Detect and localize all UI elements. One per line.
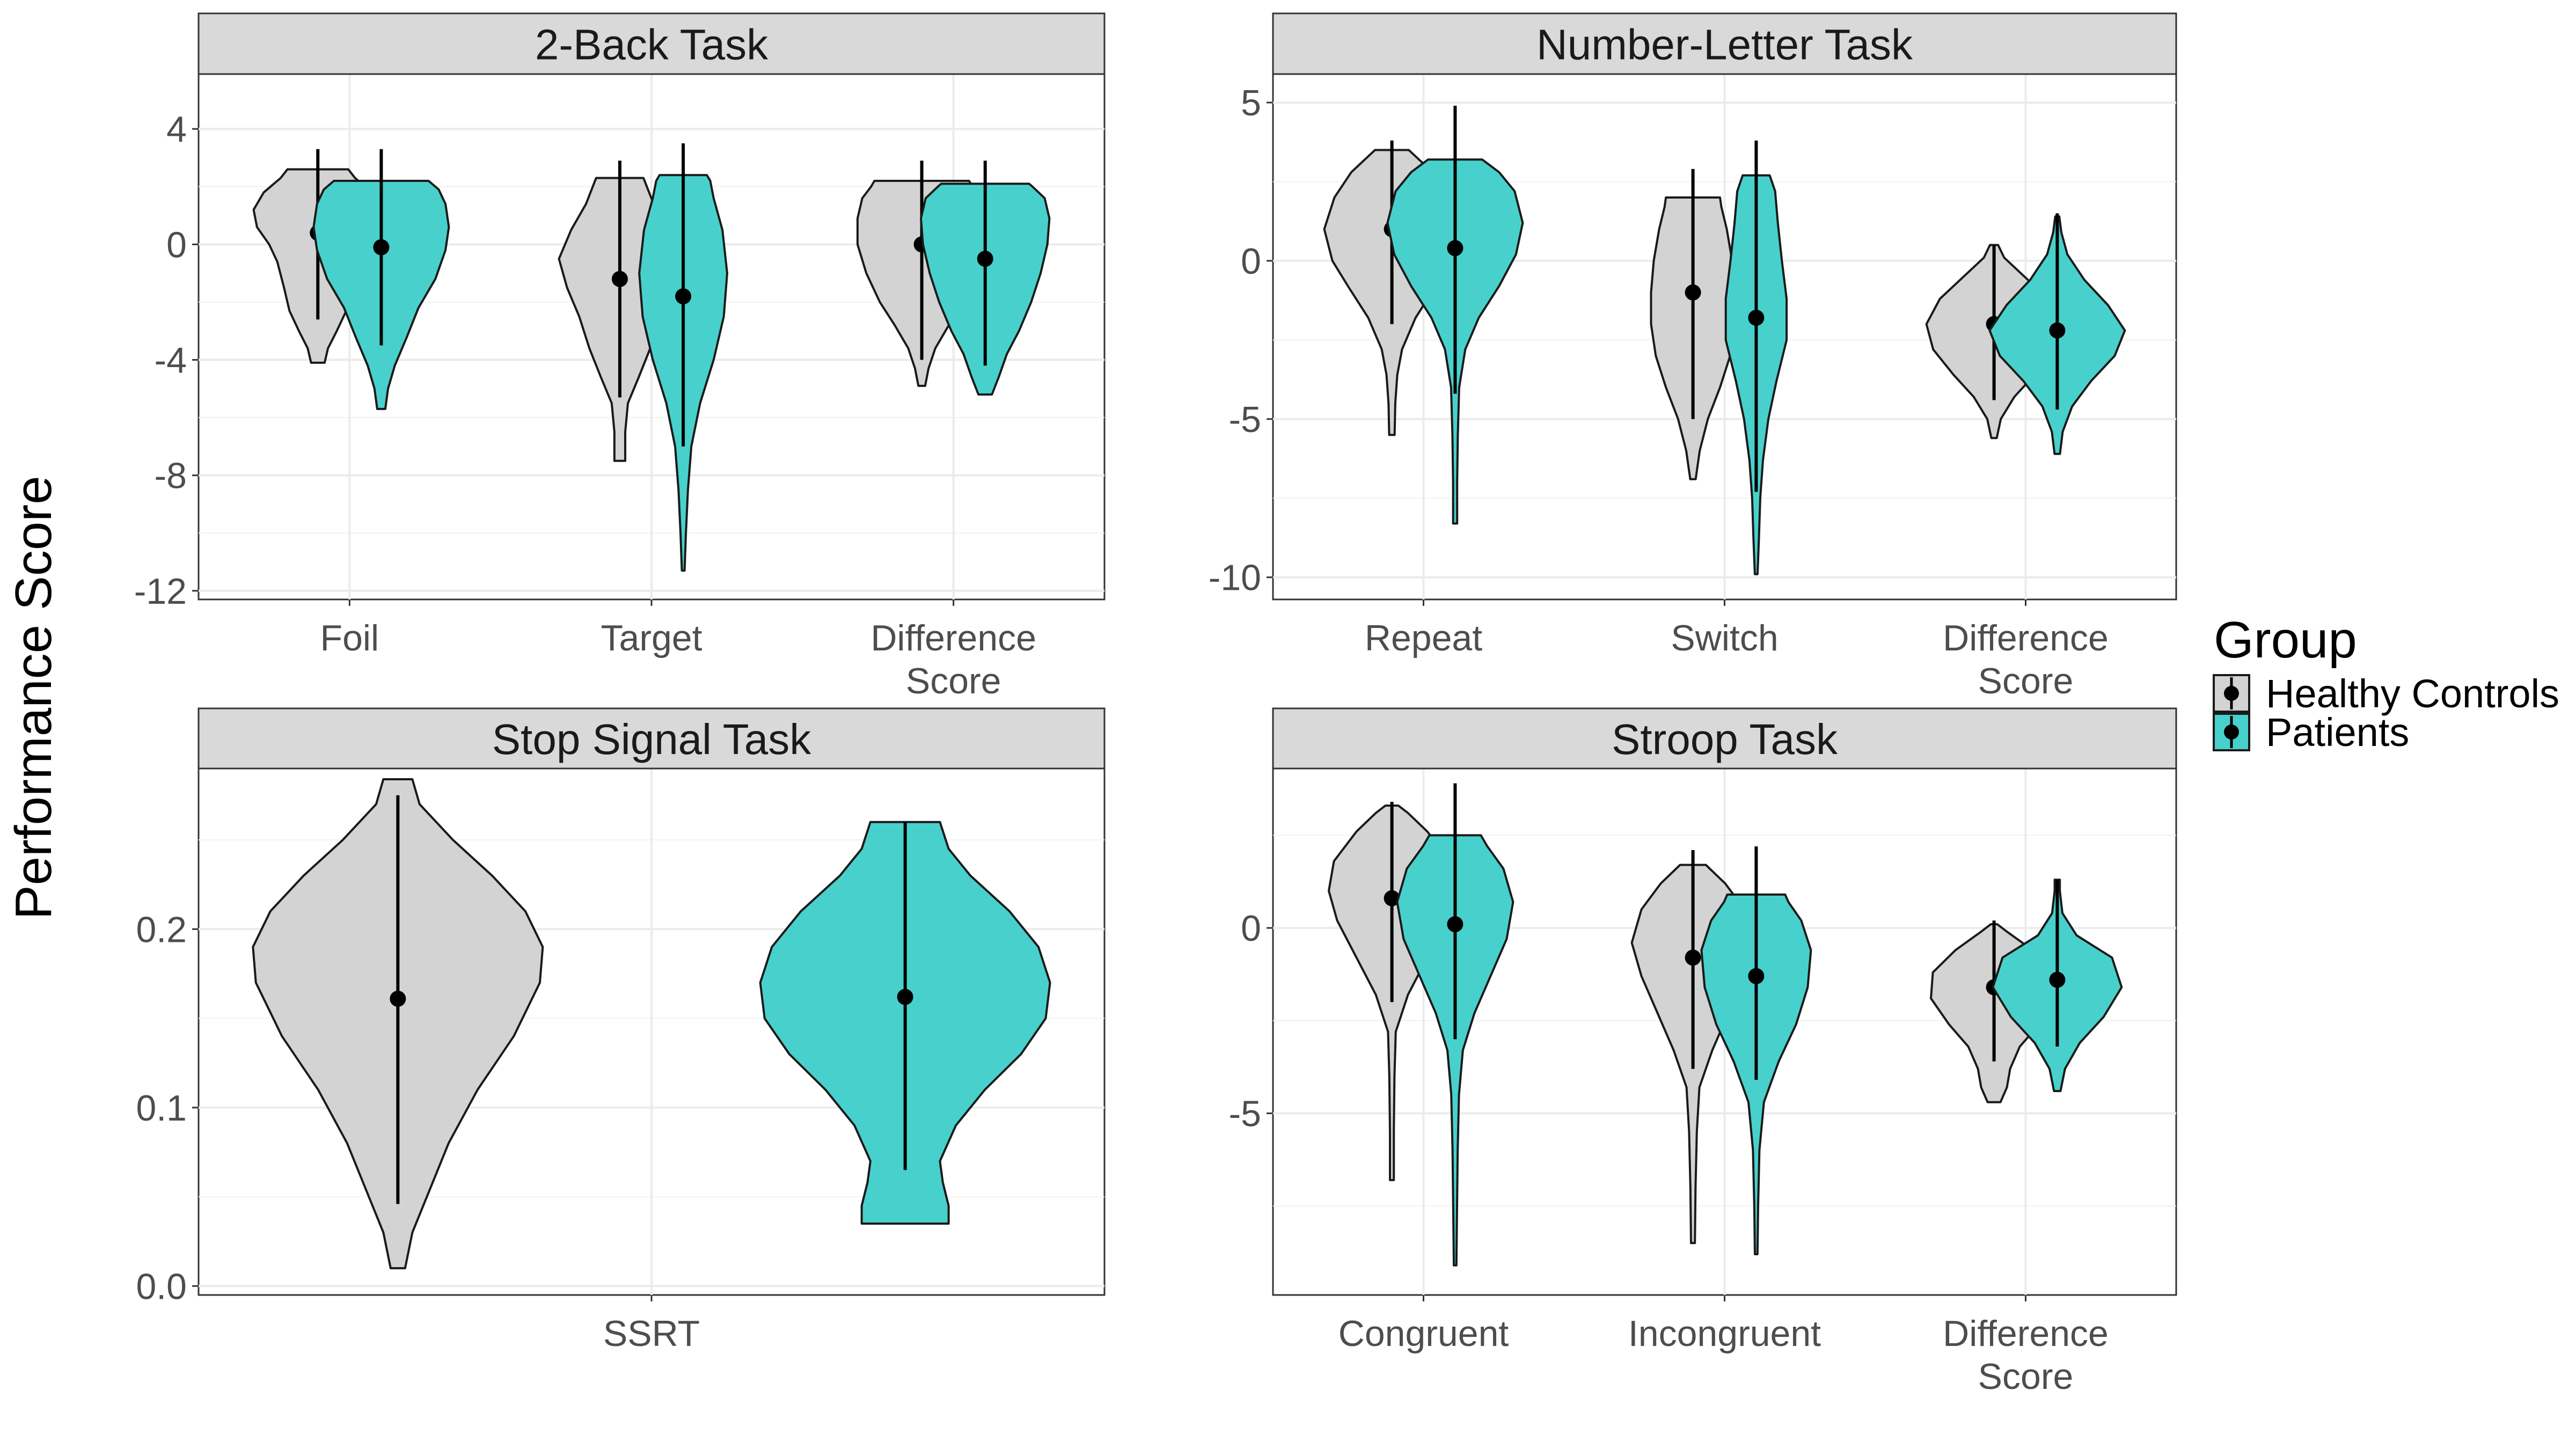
facet-title: Stroop Task [1612,715,1838,763]
mean-point [675,288,692,305]
mean-point [1384,890,1400,906]
x-tick-label: SSRT [603,1313,700,1354]
facet-title: Number-Letter Task [1536,21,1913,69]
y-tick-label: -12 [134,571,187,612]
y-tick-label: 5 [1241,83,1261,123]
mean-point [897,989,913,1005]
panel-4: 0 -5 Congruent Incongruent Difference Score St… [1229,707,2177,1397]
x-tick-label: Repeat [1365,618,1482,658]
facet-strip [197,12,1106,75]
y-tick-label: 0 [1241,908,1261,949]
legend-key-point [2224,686,2239,701]
panel-1: 4 0 -4 -8 -12 Foil Target Difference Score 2-Back… [134,12,1106,701]
mean-point [611,270,628,287]
y-tick-label: 0.0 [136,1266,187,1307]
mean-point [1748,310,1765,326]
facet-title: 2-Back Task [535,21,769,69]
x-tick-label: Difference Score [1943,1313,2109,1397]
mean-point [1447,916,1463,933]
y-tick-label: 0.1 [136,1088,187,1129]
mean-point [977,251,993,267]
legend-label: Healthy Controls [2266,671,2559,716]
facet-strip [1272,12,2177,75]
x-tick-label: Incongruent [1628,1313,1821,1354]
violin-patients [1396,834,1514,1267]
x-tick-label: Target [601,618,702,658]
legend-label: Patients [2266,710,2409,755]
mean-point [2049,322,2066,339]
x-tick-label: Switch [1671,618,1778,658]
mean-point [1748,968,1765,984]
x-tick-label: Difference Score [1943,618,2109,701]
panel-3: 0.2 0.1 0.0 SSRT Stop Signal Task [136,707,1106,1354]
y-tick-label: 4 [166,109,187,150]
y-tick-label: 0.2 [136,909,187,950]
mean-point [1685,949,1701,966]
y-tick-label: -4 [155,340,187,381]
legend-item-healthy: Healthy Controls [2213,671,2559,716]
mean-point [1447,240,1463,257]
facet-title: Stop Signal Task [492,715,811,763]
legend-key-point [2224,724,2239,740]
y-tick-label: -5 [1229,1093,1261,1134]
facet-strip [1272,707,2177,770]
mean-point [2049,971,2066,988]
y-tick-label: -5 [1229,399,1261,440]
panel-2: 5 0 -5 -10 Repeat Switch Difference Score Number… [1209,12,2177,701]
legend-item-patients: Patients [2213,710,2409,755]
y-axis-title: Performance Score [5,475,62,919]
facet-panels: 4 0 -4 -8 -12 Foil Target Difference Score 2-Back… [134,12,2177,1397]
x-tick-label: Difference Score [870,618,1036,701]
x-tick-label: Foil [320,618,379,658]
y-tick-label: 0 [1241,241,1261,282]
x-tick-label: Congruent [1338,1313,1509,1354]
mean-point [373,239,390,255]
facet-strip [197,707,1106,770]
legend-title: Group [2214,611,2357,669]
mean-point [390,990,406,1007]
y-tick-label: -10 [1209,558,1261,598]
y-tick-label: -8 [155,456,187,496]
mean-point [1685,284,1701,301]
y-tick-label: 0 [166,224,187,265]
